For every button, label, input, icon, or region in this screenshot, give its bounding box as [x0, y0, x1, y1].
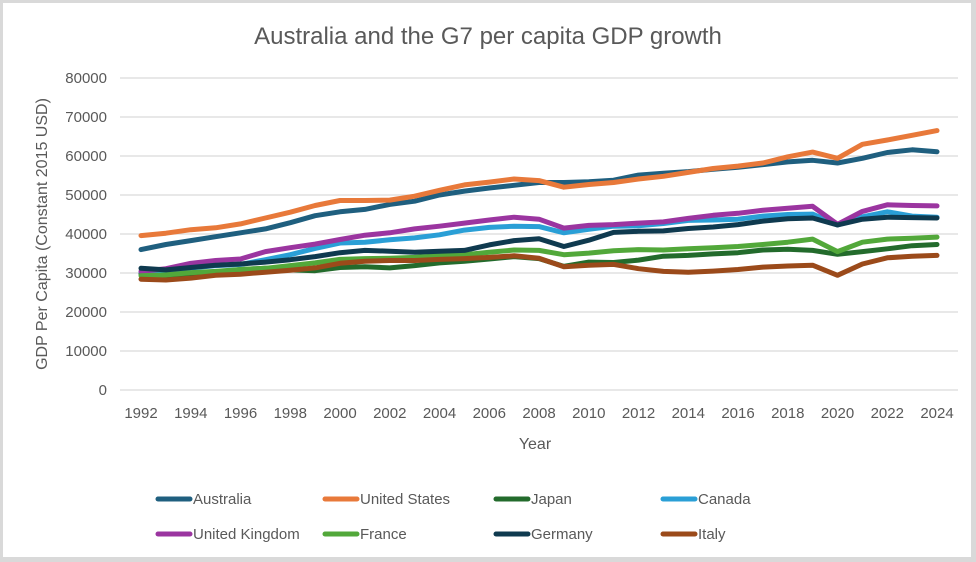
chart-title: Australia and the G7 per capita GDP grow… [254, 23, 722, 50]
series-line-italy [138, 252, 940, 283]
series-line-united-states [138, 128, 940, 239]
legend-item: Canada [660, 491, 751, 508]
x-tick-label: 2016 [721, 405, 754, 422]
legend-label: United Kingdom [193, 526, 300, 543]
x-tick-label: 2024 [920, 405, 953, 422]
x-tick-label: 2006 [473, 405, 506, 422]
x-tick-label: 2018 [771, 405, 804, 422]
series-line-united-kingdom [138, 202, 940, 274]
x-tick-label: 2004 [423, 405, 456, 422]
legend-label: Canada [698, 491, 751, 508]
x-tick-label: 2010 [572, 405, 605, 422]
y-tick-label: 60000 [65, 148, 107, 165]
x-axis-label: Year [519, 436, 552, 453]
x-tick-label: 1992 [124, 405, 157, 422]
x-tick-label: 1996 [224, 405, 257, 422]
y-tick-label: 50000 [65, 187, 107, 204]
x-tick-label: 2000 [323, 405, 356, 422]
y-tick-label: 20000 [65, 304, 107, 321]
y-tick-label: 70000 [65, 109, 107, 126]
legend-item: Australia [155, 491, 252, 508]
series-line-france [138, 234, 940, 279]
x-tick-label: 2014 [672, 405, 705, 422]
x-tick-label: 2020 [821, 405, 854, 422]
legend-item: Italy [660, 526, 726, 543]
y-axis-ticks: 0 10000 20000 30000 40000 50000 60000 70000 8000… [65, 70, 107, 399]
y-tick-label: 40000 [65, 226, 107, 243]
legend-item: Japan [493, 491, 572, 508]
legend-item: Germany [493, 526, 593, 543]
series-lines [138, 128, 940, 283]
x-tick-label: 2012 [622, 405, 655, 422]
legend-label: Japan [531, 491, 572, 508]
y-axis-label: GDP Per Capita (Constant 2015 USD) [34, 98, 51, 370]
legend-label: Germany [531, 526, 593, 543]
legend: Australia United States Japan Canada United … [155, 491, 751, 543]
legend-label: Italy [698, 526, 726, 543]
series-line-germany [138, 214, 940, 273]
legend-item: France [322, 526, 407, 543]
x-tick-label: 2022 [871, 405, 904, 422]
x-tick-label: 2002 [373, 405, 406, 422]
x-axis-ticks: 1992 1994 1996 1998 2000 2002 2004 2006 2008 2010… [124, 405, 953, 422]
x-tick-label: 2008 [522, 405, 555, 422]
legend-label: Australia [193, 491, 252, 508]
y-tick-label: 80000 [65, 70, 107, 87]
legend-item: United Kingdom [155, 526, 300, 543]
legend-label: United States [360, 491, 450, 508]
legend-item: United States [322, 491, 450, 508]
legend-label: France [360, 526, 407, 543]
y-tick-label: 30000 [65, 265, 107, 282]
x-tick-label: 1998 [274, 405, 307, 422]
x-tick-label: 1994 [174, 405, 207, 422]
y-tick-label: 0 [99, 382, 107, 399]
series-line-canada [138, 209, 940, 275]
y-tick-label: 10000 [65, 343, 107, 360]
